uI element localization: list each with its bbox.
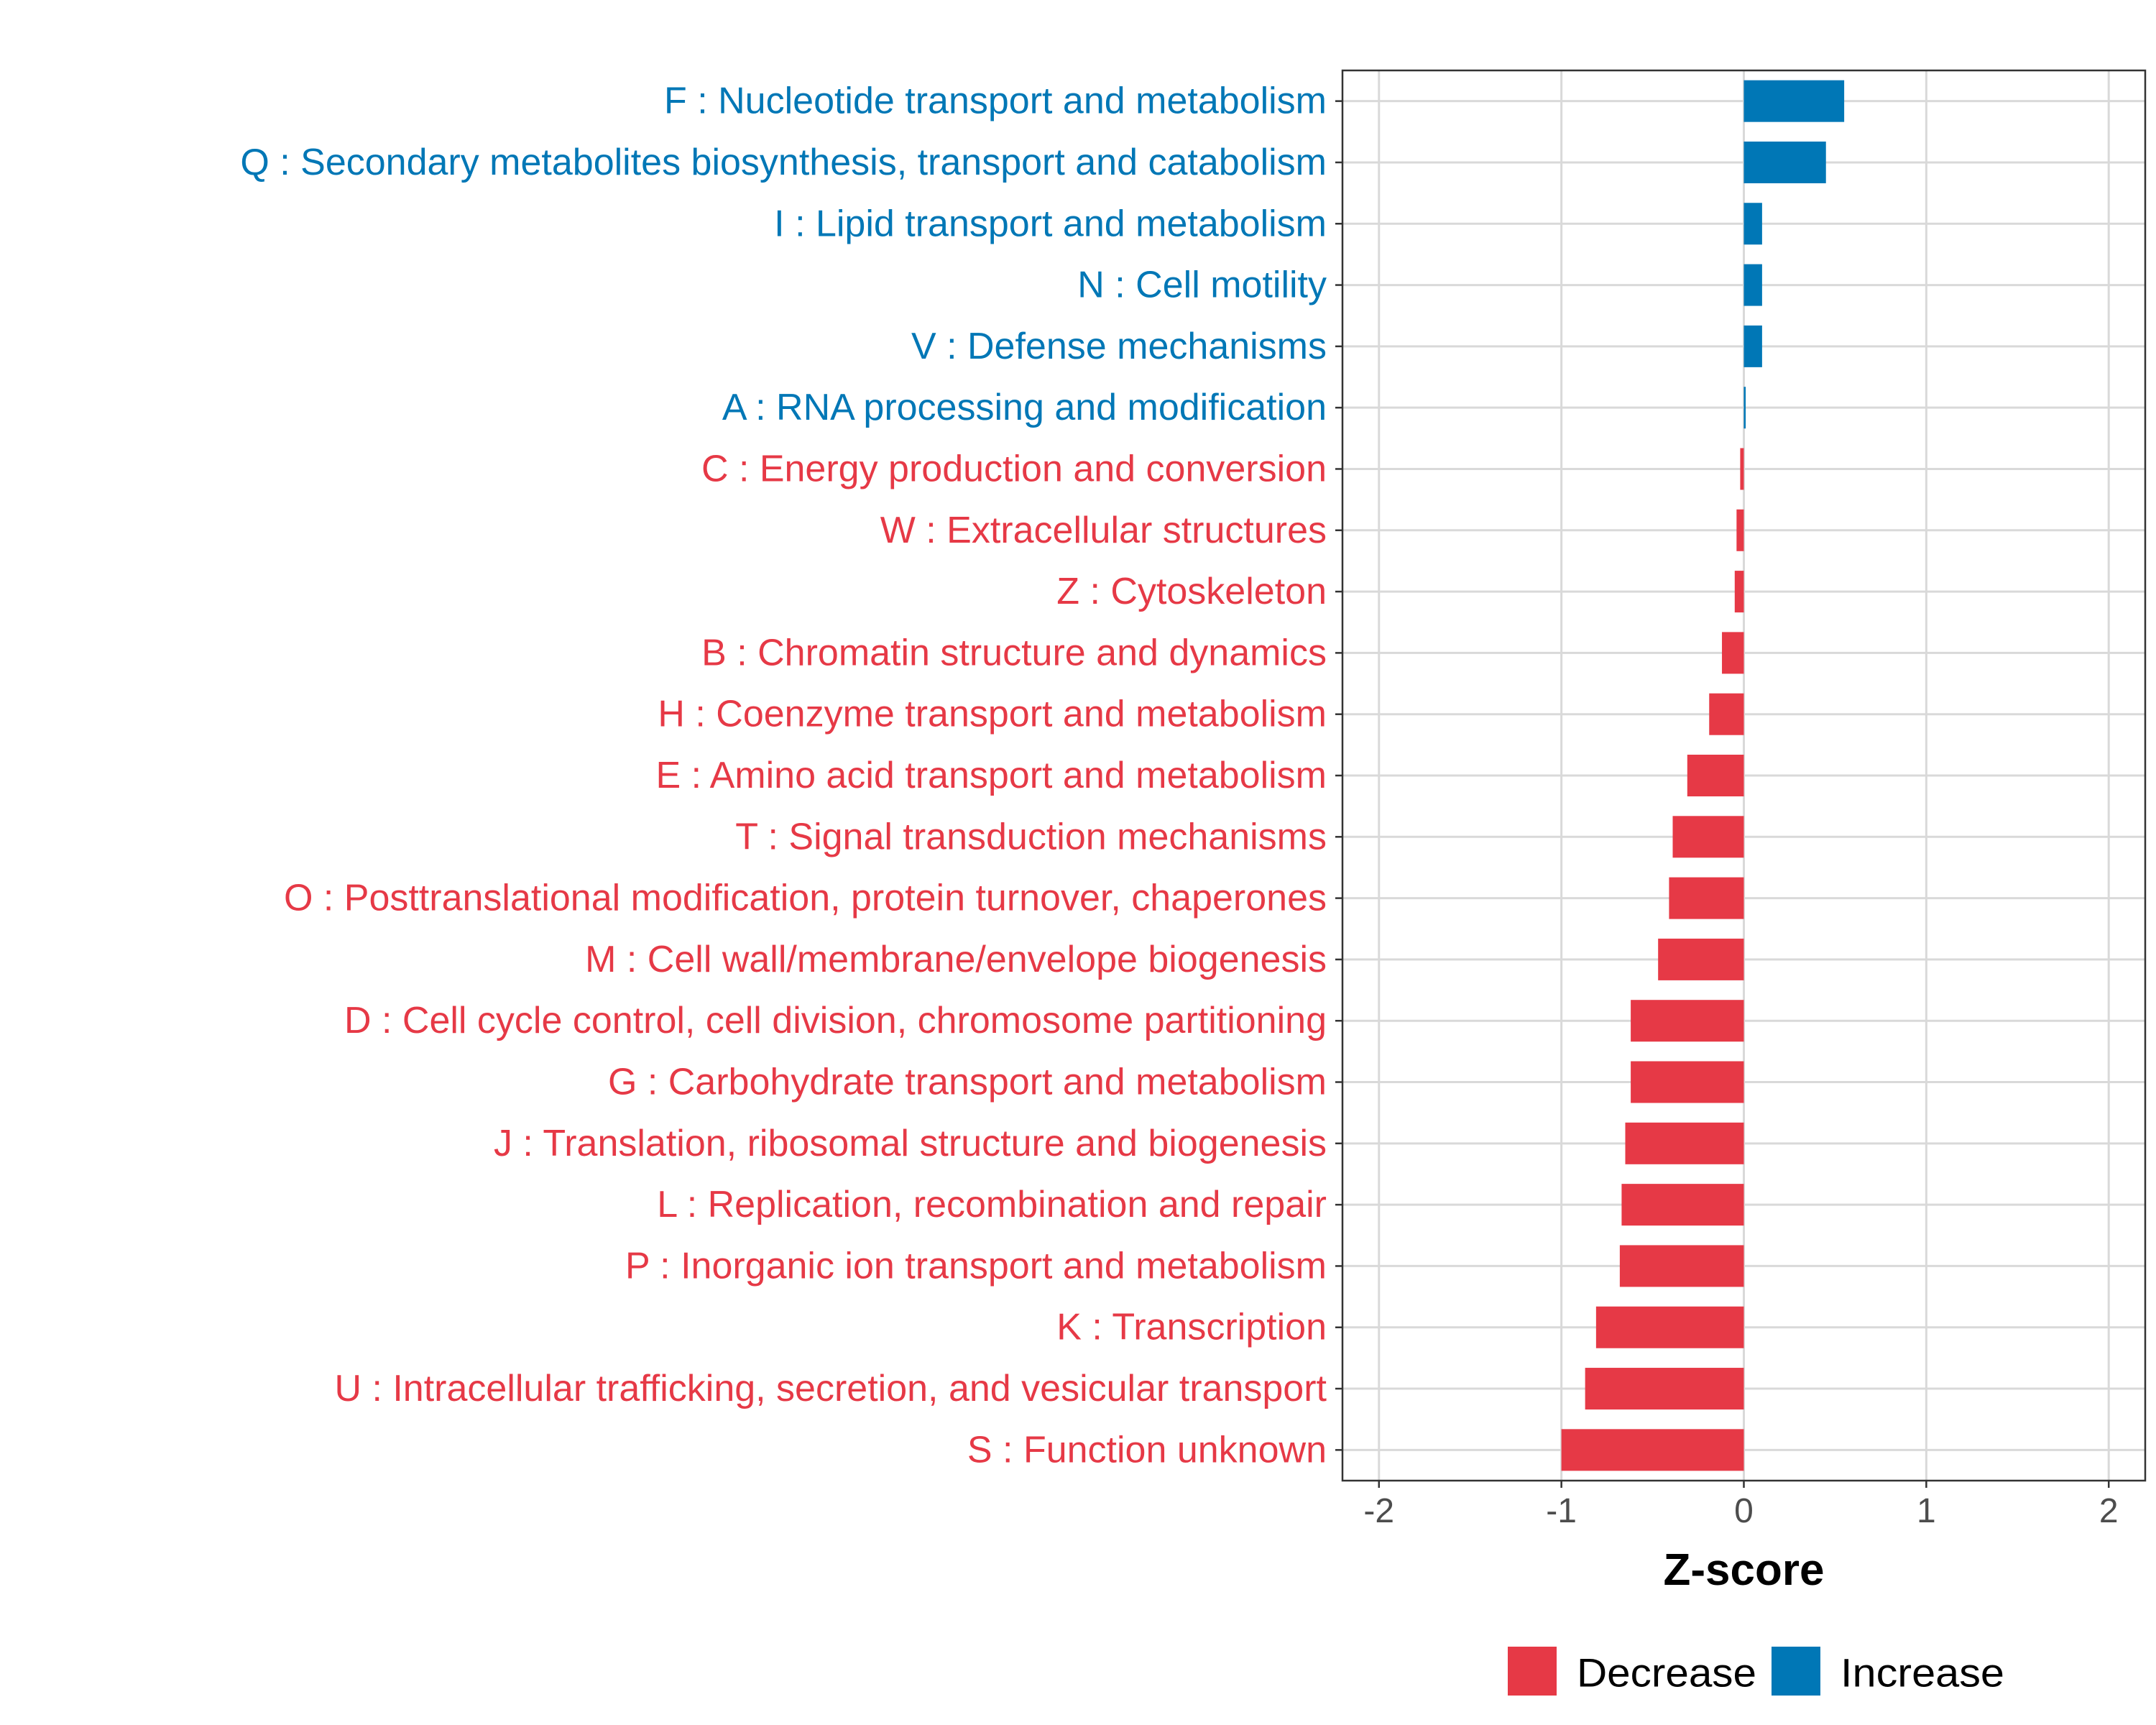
bar-l: [1621, 1184, 1744, 1226]
bar-p: [1619, 1245, 1744, 1287]
bars: [1561, 80, 1845, 1471]
legend-label-decrease: Decrease: [1577, 1650, 1756, 1696]
category-label: L : Replication, recombination and repai…: [657, 1184, 1327, 1225]
bar-o: [1669, 877, 1744, 919]
category-label: J : Translation, ribosomal structure and…: [494, 1123, 1327, 1164]
bar-e: [1687, 754, 1744, 797]
bar-h: [1709, 693, 1744, 735]
legend-key-increase: [1772, 1647, 1820, 1696]
bar-n: [1743, 264, 1762, 306]
category-label: T : Signal transduction mechanisms: [735, 816, 1327, 857]
bar-f: [1743, 80, 1845, 122]
category-label: W : Extracellular structures: [880, 510, 1327, 551]
bar-q: [1743, 141, 1826, 183]
bar-w: [1736, 509, 1744, 551]
category-label: G : Carbohydrate transport and metabolis…: [608, 1062, 1327, 1103]
category-label: F : Nucleotide transport and metabolism: [664, 80, 1327, 122]
category-label: U : Intracellular trafficking, secretion…: [334, 1368, 1327, 1409]
legend-key-decrease: [1508, 1647, 1557, 1696]
x-tick-label: 0: [1734, 1492, 1754, 1530]
legend: Decrease Increase: [1508, 1647, 2004, 1696]
bar-v: [1743, 325, 1762, 367]
category-label: Q : Secondary metabolites biosynthesis, …: [240, 142, 1327, 183]
category-label: O : Posttranslational modification, prot…: [284, 878, 1327, 919]
bar-k: [1595, 1306, 1744, 1348]
category-label: P : Inorganic ion transport and metaboli…: [625, 1245, 1327, 1287]
bar-i: [1743, 203, 1762, 245]
y-axis-ticks: [1335, 100, 1342, 1451]
category-label: V : Defense mechanisms: [911, 326, 1327, 367]
category-label: I : Lipid transport and metabolism: [774, 203, 1327, 244]
bar-b: [1722, 632, 1744, 674]
bar-u: [1585, 1368, 1744, 1410]
category-label: A : RNA processing and modification: [722, 387, 1327, 428]
bar-d: [1631, 1000, 1744, 1042]
x-axis-title: Z-score: [1664, 1545, 1825, 1595]
x-tick-label: -2: [1363, 1492, 1394, 1530]
x-tick-label: 1: [1917, 1492, 1936, 1530]
x-tick-label: -1: [1546, 1492, 1577, 1530]
bar-s: [1561, 1429, 1744, 1471]
x-axis-ticks: -2 -1 0 1 2: [1363, 1481, 2119, 1530]
category-label: E : Amino acid transport and metabolism: [655, 755, 1327, 796]
category-label: M : Cell wall/membrane/envelope biogenes…: [585, 939, 1327, 980]
bar-c: [1740, 448, 1744, 490]
category-label: S : Function unknown: [967, 1429, 1327, 1471]
bar-m: [1658, 938, 1744, 980]
legend-label-increase: Increase: [1841, 1650, 2004, 1696]
category-label: H : Coenzyme transport and metabolism: [658, 694, 1327, 735]
category-label: Z : Cytoskeleton: [1056, 571, 1327, 612]
bar-g: [1631, 1061, 1744, 1103]
bar-a: [1743, 387, 1746, 429]
category-label: K : Transcription: [1056, 1307, 1327, 1348]
bar-j: [1625, 1122, 1744, 1164]
x-tick-label: 2: [2099, 1492, 2119, 1530]
category-label: C : Energy production and conversion: [701, 448, 1327, 489]
y-axis-category-labels: F : Nucleotide transport and metabolism Q…: [240, 80, 1327, 1471]
category-label: B : Chromatin structure and dynamics: [701, 632, 1327, 673]
bar-t: [1672, 816, 1744, 858]
category-label: D : Cell cycle control, cell division, c…: [344, 1000, 1327, 1041]
bar-z: [1734, 571, 1744, 613]
category-label: N : Cell motility: [1077, 264, 1327, 306]
